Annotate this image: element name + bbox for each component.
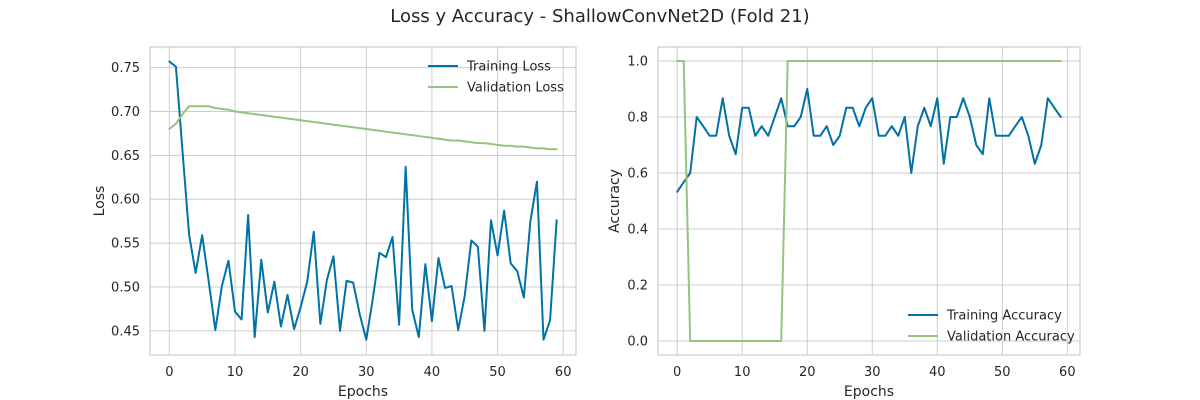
x-tick-label: 60 bbox=[555, 365, 572, 380]
x-axis-label: Epochs bbox=[844, 384, 894, 400]
legend-label: Training Accuracy bbox=[946, 309, 1062, 324]
legend-label: Training Loss bbox=[466, 60, 551, 75]
x-tick-label: 30 bbox=[358, 365, 375, 380]
figure-title: Loss y Accuracy - ShallowConvNet2D (Fold… bbox=[390, 6, 810, 27]
y-tick-label: 0.60 bbox=[111, 193, 140, 208]
chart-panel-accuracy: 0 10 20 30 40 50 60 0.0 0.2 0.4 0.6 0.8 1.0 Epochs Acc… bbox=[607, 46, 1081, 400]
plot-frame bbox=[149, 46, 577, 356]
series-line-training-accuracy bbox=[676, 88, 1062, 193]
legend-label: Validation Loss bbox=[467, 81, 564, 96]
y-tick-label: 0.0 bbox=[627, 335, 648, 350]
y-axis-label: Loss bbox=[92, 186, 108, 217]
y-tick-label: 0.2 bbox=[627, 279, 648, 294]
x-tick-label: 40 bbox=[929, 365, 946, 380]
legend-label: Validation Accuracy bbox=[947, 330, 1075, 345]
x-tick-label: 60 bbox=[1059, 365, 1076, 380]
series-line-training-loss bbox=[168, 60, 558, 341]
y-tick-label: 1.0 bbox=[627, 55, 648, 70]
series-line-validation-loss bbox=[168, 105, 558, 151]
y-tick-label: 0.8 bbox=[627, 111, 648, 126]
x-tick-label: 50 bbox=[489, 365, 506, 380]
y-tick-label: 0.75 bbox=[111, 61, 140, 76]
x-tick-label: 50 bbox=[994, 365, 1011, 380]
x-tick-label: 30 bbox=[864, 365, 881, 380]
x-axis-label: Epochs bbox=[338, 384, 388, 400]
y-tick-label: 0.6 bbox=[627, 167, 648, 182]
chart-panel-loss: 0 10 20 30 40 50 60 0.45 0.50 0.55 0.60 0.65 0.70 0.7… bbox=[92, 46, 577, 400]
x-tick-label: 0 bbox=[165, 365, 173, 380]
plot-frame bbox=[657, 46, 1081, 356]
x-tick-label: 40 bbox=[424, 365, 441, 380]
y-axis-label: Accuracy bbox=[607, 169, 623, 233]
y-tick-label: 0.70 bbox=[111, 105, 140, 120]
y-tick-label: 0.45 bbox=[111, 324, 140, 339]
x-tick-label: 10 bbox=[734, 365, 751, 380]
y-tick-label: 0.55 bbox=[111, 237, 140, 252]
series-line-validation-accuracy bbox=[676, 60, 1062, 342]
x-tick-label: 10 bbox=[227, 365, 244, 380]
x-tick-label: 20 bbox=[292, 365, 309, 380]
x-tick-label: 0 bbox=[673, 365, 681, 380]
y-tick-label: 0.65 bbox=[111, 149, 140, 164]
y-tick-label: 0.50 bbox=[111, 280, 140, 295]
x-tick-label: 20 bbox=[799, 365, 816, 380]
y-tick-label: 0.4 bbox=[627, 223, 648, 238]
